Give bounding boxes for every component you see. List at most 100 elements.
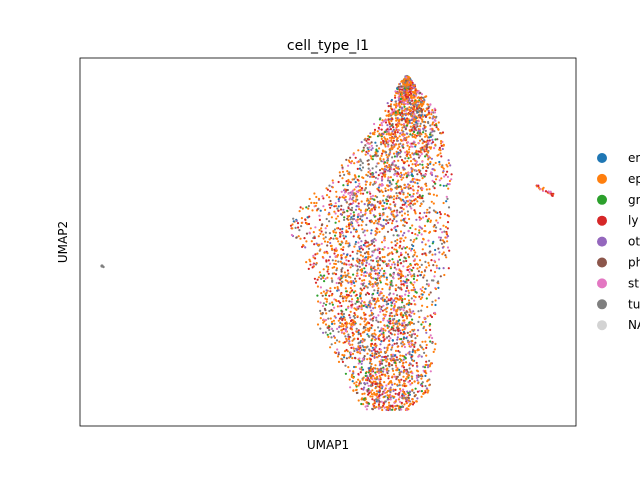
scatter-point xyxy=(319,301,322,304)
scatter-point xyxy=(421,296,424,299)
scatter-point xyxy=(369,169,372,172)
scatter-point xyxy=(340,268,343,271)
scatter-point xyxy=(400,188,403,191)
scatter-point xyxy=(433,224,436,227)
scatter-point xyxy=(430,200,433,203)
scatter-point xyxy=(366,358,369,361)
scatter-point xyxy=(355,293,358,296)
scatter-point xyxy=(357,341,360,344)
scatter-point xyxy=(392,357,395,360)
scatter-point xyxy=(396,214,399,217)
scatter-point xyxy=(424,252,427,255)
scatter-point xyxy=(427,239,430,242)
scatter-point xyxy=(360,387,363,390)
scatter-point xyxy=(413,395,416,398)
scatter-point xyxy=(346,217,349,220)
scatter-point xyxy=(430,171,433,174)
scatter-point xyxy=(439,239,442,242)
scatter-point xyxy=(354,243,357,246)
scatter-point xyxy=(404,81,407,84)
scatter-point xyxy=(345,297,348,300)
scatter-point xyxy=(377,259,380,262)
scatter-point xyxy=(387,264,390,267)
scatter-point xyxy=(434,211,437,214)
scatter-point xyxy=(328,294,331,297)
scatter-point xyxy=(408,79,411,82)
scatter-point xyxy=(370,377,373,380)
scatter-point xyxy=(413,199,416,202)
scatter-point xyxy=(350,193,354,196)
scatter-point xyxy=(353,245,356,248)
scatter-point xyxy=(374,141,377,144)
scatter-point xyxy=(412,359,415,362)
scatter-point xyxy=(391,404,394,408)
scatter-point xyxy=(419,274,422,277)
scatter-point xyxy=(337,260,340,263)
scatter-point xyxy=(439,216,442,219)
scatter-point xyxy=(411,185,414,188)
scatter-point xyxy=(405,378,408,381)
legend-marker-7 xyxy=(597,299,607,310)
scatter-point xyxy=(396,172,400,175)
scatter-point xyxy=(373,265,376,268)
scatter-point xyxy=(319,286,322,289)
scatter-point xyxy=(378,394,381,397)
scatter-point xyxy=(374,151,377,154)
scatter-point xyxy=(332,181,335,184)
scatter-point xyxy=(369,370,372,373)
scatter-point xyxy=(441,239,444,242)
scatter-point xyxy=(366,286,369,289)
scatter-point xyxy=(409,281,412,284)
scatter-point xyxy=(362,304,365,307)
scatter-point xyxy=(355,389,358,392)
scatter-point xyxy=(391,367,394,370)
scatter-point xyxy=(309,263,312,266)
scatter-point xyxy=(376,255,379,258)
scatter-point xyxy=(361,255,364,258)
scatter-point xyxy=(347,333,350,336)
scatter-point xyxy=(366,322,369,325)
scatter-point xyxy=(363,279,366,282)
scatter-point xyxy=(390,210,393,213)
scatter-point xyxy=(410,247,414,250)
scatter-point xyxy=(391,339,394,342)
scatter-point xyxy=(441,131,445,134)
scatter-point xyxy=(395,138,398,141)
scatter-point xyxy=(423,145,426,148)
scatter-point xyxy=(415,376,418,379)
scatter-point xyxy=(381,256,384,259)
scatter-point xyxy=(389,332,392,335)
scatter-point xyxy=(422,200,425,203)
scatter-point xyxy=(382,248,385,251)
scatter-point xyxy=(300,217,303,220)
scatter-point xyxy=(405,124,408,127)
scatter-point xyxy=(378,360,381,363)
scatter-point xyxy=(397,319,400,322)
scatter-point xyxy=(328,184,331,187)
scatter-point xyxy=(359,297,362,300)
scatter-point xyxy=(360,268,364,271)
scatter-point xyxy=(404,114,407,117)
scatter-point xyxy=(378,264,381,267)
scatter-point xyxy=(394,169,397,173)
scatter-point xyxy=(328,220,331,223)
scatter-point xyxy=(345,240,348,243)
scatter-point xyxy=(330,308,333,312)
scatter-point xyxy=(340,284,343,287)
scatter-point xyxy=(414,136,417,139)
scatter-point xyxy=(412,140,415,143)
scatter-point xyxy=(395,125,398,129)
scatter-point xyxy=(349,287,352,290)
scatter-point xyxy=(325,217,328,221)
scatter-point xyxy=(421,385,424,388)
scatter-point xyxy=(311,209,314,212)
scatter-point xyxy=(385,119,388,122)
scatter-point xyxy=(393,168,396,171)
scatter-point xyxy=(382,336,385,339)
scatter-point xyxy=(395,300,398,303)
scatter-point xyxy=(440,165,443,168)
scatter-point xyxy=(397,333,400,336)
scatter-point xyxy=(390,146,393,149)
scatter-point xyxy=(420,105,423,108)
scatter-point xyxy=(345,330,348,333)
